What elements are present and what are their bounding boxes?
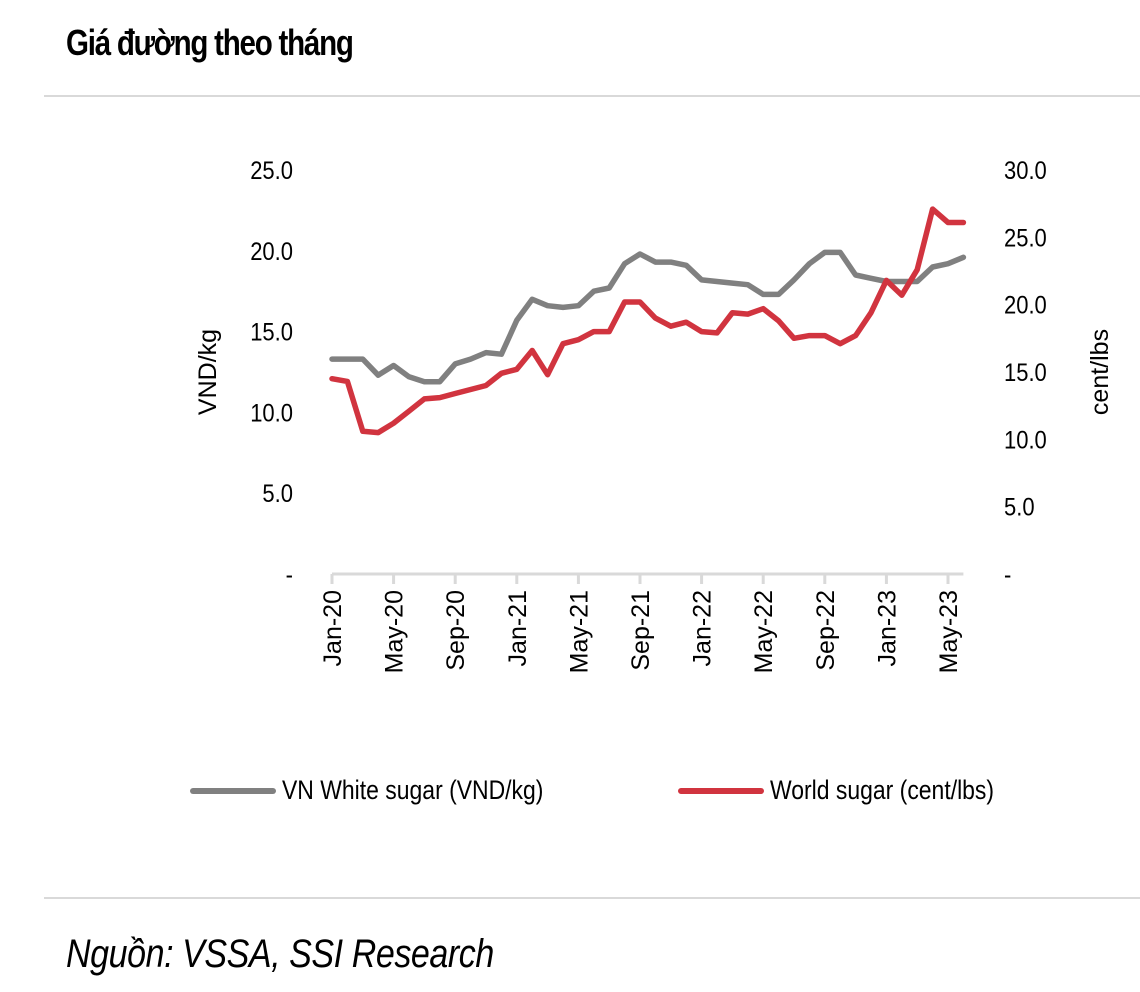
left-tick-label: 5.0 [262, 480, 293, 508]
legend-label-vn: VN White sugar (VND/kg) [282, 775, 544, 805]
legend-label-world: World sugar (cent/lbs) [770, 775, 995, 805]
x-tick-label: Jan-20 [319, 590, 347, 666]
right-axis-title: cent/lbs [1086, 329, 1114, 415]
x-tick-label: Jan-23 [873, 590, 901, 666]
right-tick-label: - [1004, 561, 1011, 589]
left-tick-label: 15.0 [250, 318, 293, 346]
x-tick-label: Sep-20 [442, 590, 470, 671]
right-tick-label: 20.0 [1004, 291, 1047, 319]
left-axis-title: VND/kg [194, 329, 222, 415]
x-tick-label: Jan-21 [504, 590, 532, 666]
top-divider [44, 95, 1140, 97]
left-axis-ticks: - 5.0 10.0 15.0 20.0 25.0 [250, 157, 293, 589]
right-tick-label: 25.0 [1004, 224, 1047, 252]
x-tick-label: May-22 [750, 590, 778, 673]
right-tick-label: 15.0 [1004, 359, 1047, 387]
legend-swatch-world [678, 787, 764, 794]
legend-item-world: World sugar (cent/lbs) [678, 775, 1034, 806]
legend-item-vn: VN White sugar (VND/kg) [190, 775, 590, 806]
x-tick-label: May-23 [935, 590, 963, 673]
right-axis-ticks: - 5.0 10.0 15.0 20.0 25.0 30.0 [1004, 157, 1047, 589]
bottom-divider [44, 897, 1140, 899]
left-tick-label: 25.0 [250, 157, 293, 185]
legend-swatch-vn [190, 787, 276, 794]
left-tick-label: 20.0 [250, 238, 293, 266]
line-chart: - 5.0 10.0 15.0 20.0 25.0 - 5.0 10.0 15.0 20.0 25.… [194, 157, 1114, 674]
x-tick-label: Sep-21 [627, 590, 655, 671]
legend: VN White sugar (VND/kg) World sugar (cen… [0, 775, 1140, 809]
x-axis: Jan-20 May-20 Sep-20 Jan-21 May-21 Sep-21 Jan-… [319, 572, 964, 673]
chart-title: Giá đường theo tháng [66, 22, 354, 63]
right-tick-label: 30.0 [1004, 157, 1047, 185]
x-tick-label: May-21 [565, 590, 593, 673]
series-line-world-sugar [329, 206, 967, 436]
left-tick-label: 10.0 [250, 399, 293, 427]
x-tick-label: Jan-22 [689, 590, 717, 666]
source-note: Nguồn: VSSA, SSI Research [66, 932, 494, 976]
right-tick-label: 10.0 [1004, 426, 1047, 454]
series-line-vn-white-sugar [329, 249, 967, 385]
x-tick-label: Sep-22 [812, 590, 840, 671]
right-tick-label: 5.0 [1004, 493, 1035, 521]
series-layer [329, 206, 967, 436]
left-tick-label: - [286, 561, 293, 589]
x-tick-label: May-20 [381, 590, 409, 673]
